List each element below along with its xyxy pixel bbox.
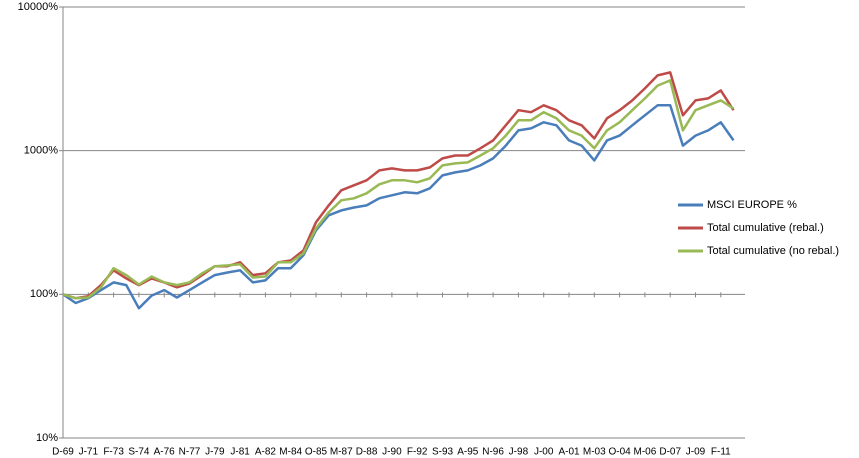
y-tick-label: 10000%: [18, 1, 59, 13]
x-tick-label: S-74: [128, 447, 150, 458]
x-tick-label: N-77: [179, 447, 201, 458]
series-line: [62, 79, 735, 300]
x-tick-label: O-04: [608, 447, 631, 458]
x-tick-label: A-76: [154, 447, 176, 458]
x-tick-label: J-71: [79, 447, 99, 458]
legend-label: Total cumulative (no rebal.): [707, 245, 839, 257]
x-tick-label: M-87: [330, 447, 353, 458]
x-tick-label: J-09: [686, 447, 706, 458]
x-tick-label: F-92: [407, 447, 428, 458]
x-tick-label: F-11: [711, 447, 731, 458]
x-tick-label: J-90: [382, 447, 402, 458]
x-tick-label: O-85: [305, 447, 328, 458]
x-tick-label: A-82: [255, 447, 277, 458]
x-tick-label: M-03: [583, 447, 606, 458]
x-tick-label: D-88: [356, 447, 378, 458]
x-tick-label: A-95: [457, 447, 479, 458]
series-line: [62, 104, 735, 310]
x-tick-label: J-79: [205, 447, 225, 458]
legend-label: MSCI EUROPE %: [707, 199, 797, 211]
y-tick-label: 1000%: [24, 145, 58, 157]
x-tick-label: J-81: [230, 447, 250, 458]
x-tick-label: J-98: [509, 447, 529, 458]
x-tick-label: D-69: [52, 447, 74, 458]
x-tick-label: D-07: [659, 447, 681, 458]
x-tick-label: J-00: [534, 447, 554, 458]
x-tick-label: N-96: [482, 447, 504, 458]
x-tick-label: F-73: [103, 447, 124, 458]
x-tick-label: A-01: [558, 447, 580, 458]
x-tick-label: M-84: [279, 447, 302, 458]
series-line: [62, 71, 735, 300]
legend-label: Total cumulative (rebal.): [707, 222, 824, 234]
y-tick-label: 10%: [36, 432, 58, 444]
y-tick-label: 100%: [30, 288, 58, 300]
x-tick-label: M-06: [634, 447, 657, 458]
x-tick-label: S-93: [432, 447, 454, 458]
